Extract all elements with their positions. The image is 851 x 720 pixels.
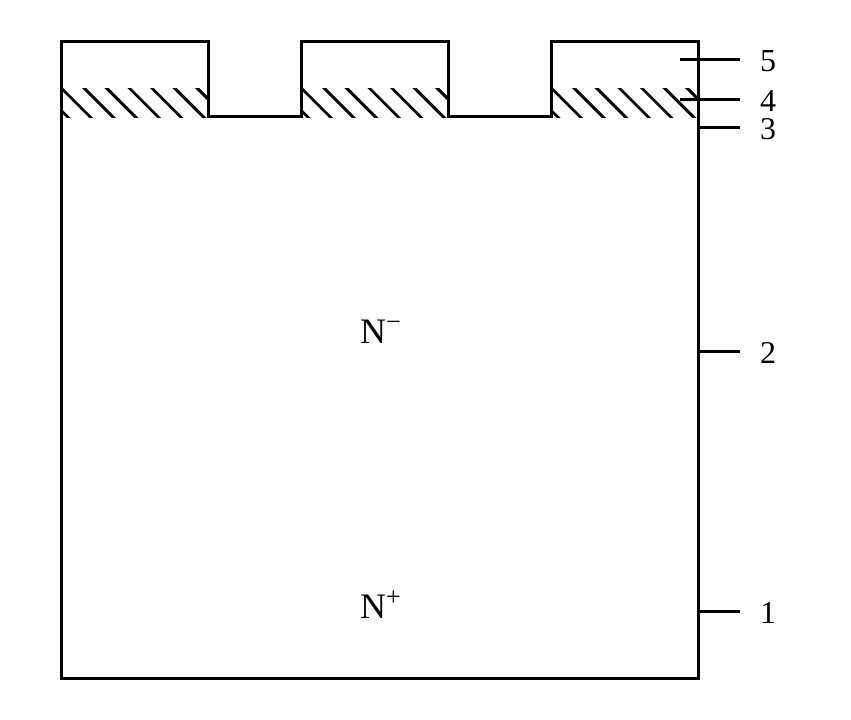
region-label-n-plus: N+ xyxy=(360,585,401,627)
layer-4-hatched-seg-mid xyxy=(300,85,450,118)
callout-3: 3 xyxy=(760,110,776,147)
leader-1 xyxy=(700,610,740,613)
leader-5 xyxy=(680,58,740,61)
n-plus-sup: + xyxy=(386,582,401,611)
layer-5-seg-mid xyxy=(300,40,450,88)
layer-4-hatched-seg-right xyxy=(550,85,700,118)
layer-5-seg-left xyxy=(60,40,210,88)
callout-1: 1 xyxy=(760,594,776,631)
cross-section-stack: N− N+ xyxy=(60,40,700,680)
leader-2 xyxy=(700,350,740,353)
n-plus-main: N xyxy=(360,586,386,626)
leader-3 xyxy=(700,126,740,129)
callout-5: 5 xyxy=(760,42,776,79)
n-minus-sup: − xyxy=(386,307,401,336)
region-label-n-minus: N− xyxy=(360,310,401,352)
leader-4 xyxy=(680,98,740,101)
layer-5-seg-right xyxy=(550,40,700,88)
layer-3-thin xyxy=(60,115,700,140)
semiconductor-cross-section-diagram: N− N+ 5 4 3 2 1 xyxy=(40,40,800,680)
layer-4-hatched-seg-left xyxy=(60,85,210,118)
callout-2: 2 xyxy=(760,334,776,371)
n-minus-main: N xyxy=(360,311,386,351)
